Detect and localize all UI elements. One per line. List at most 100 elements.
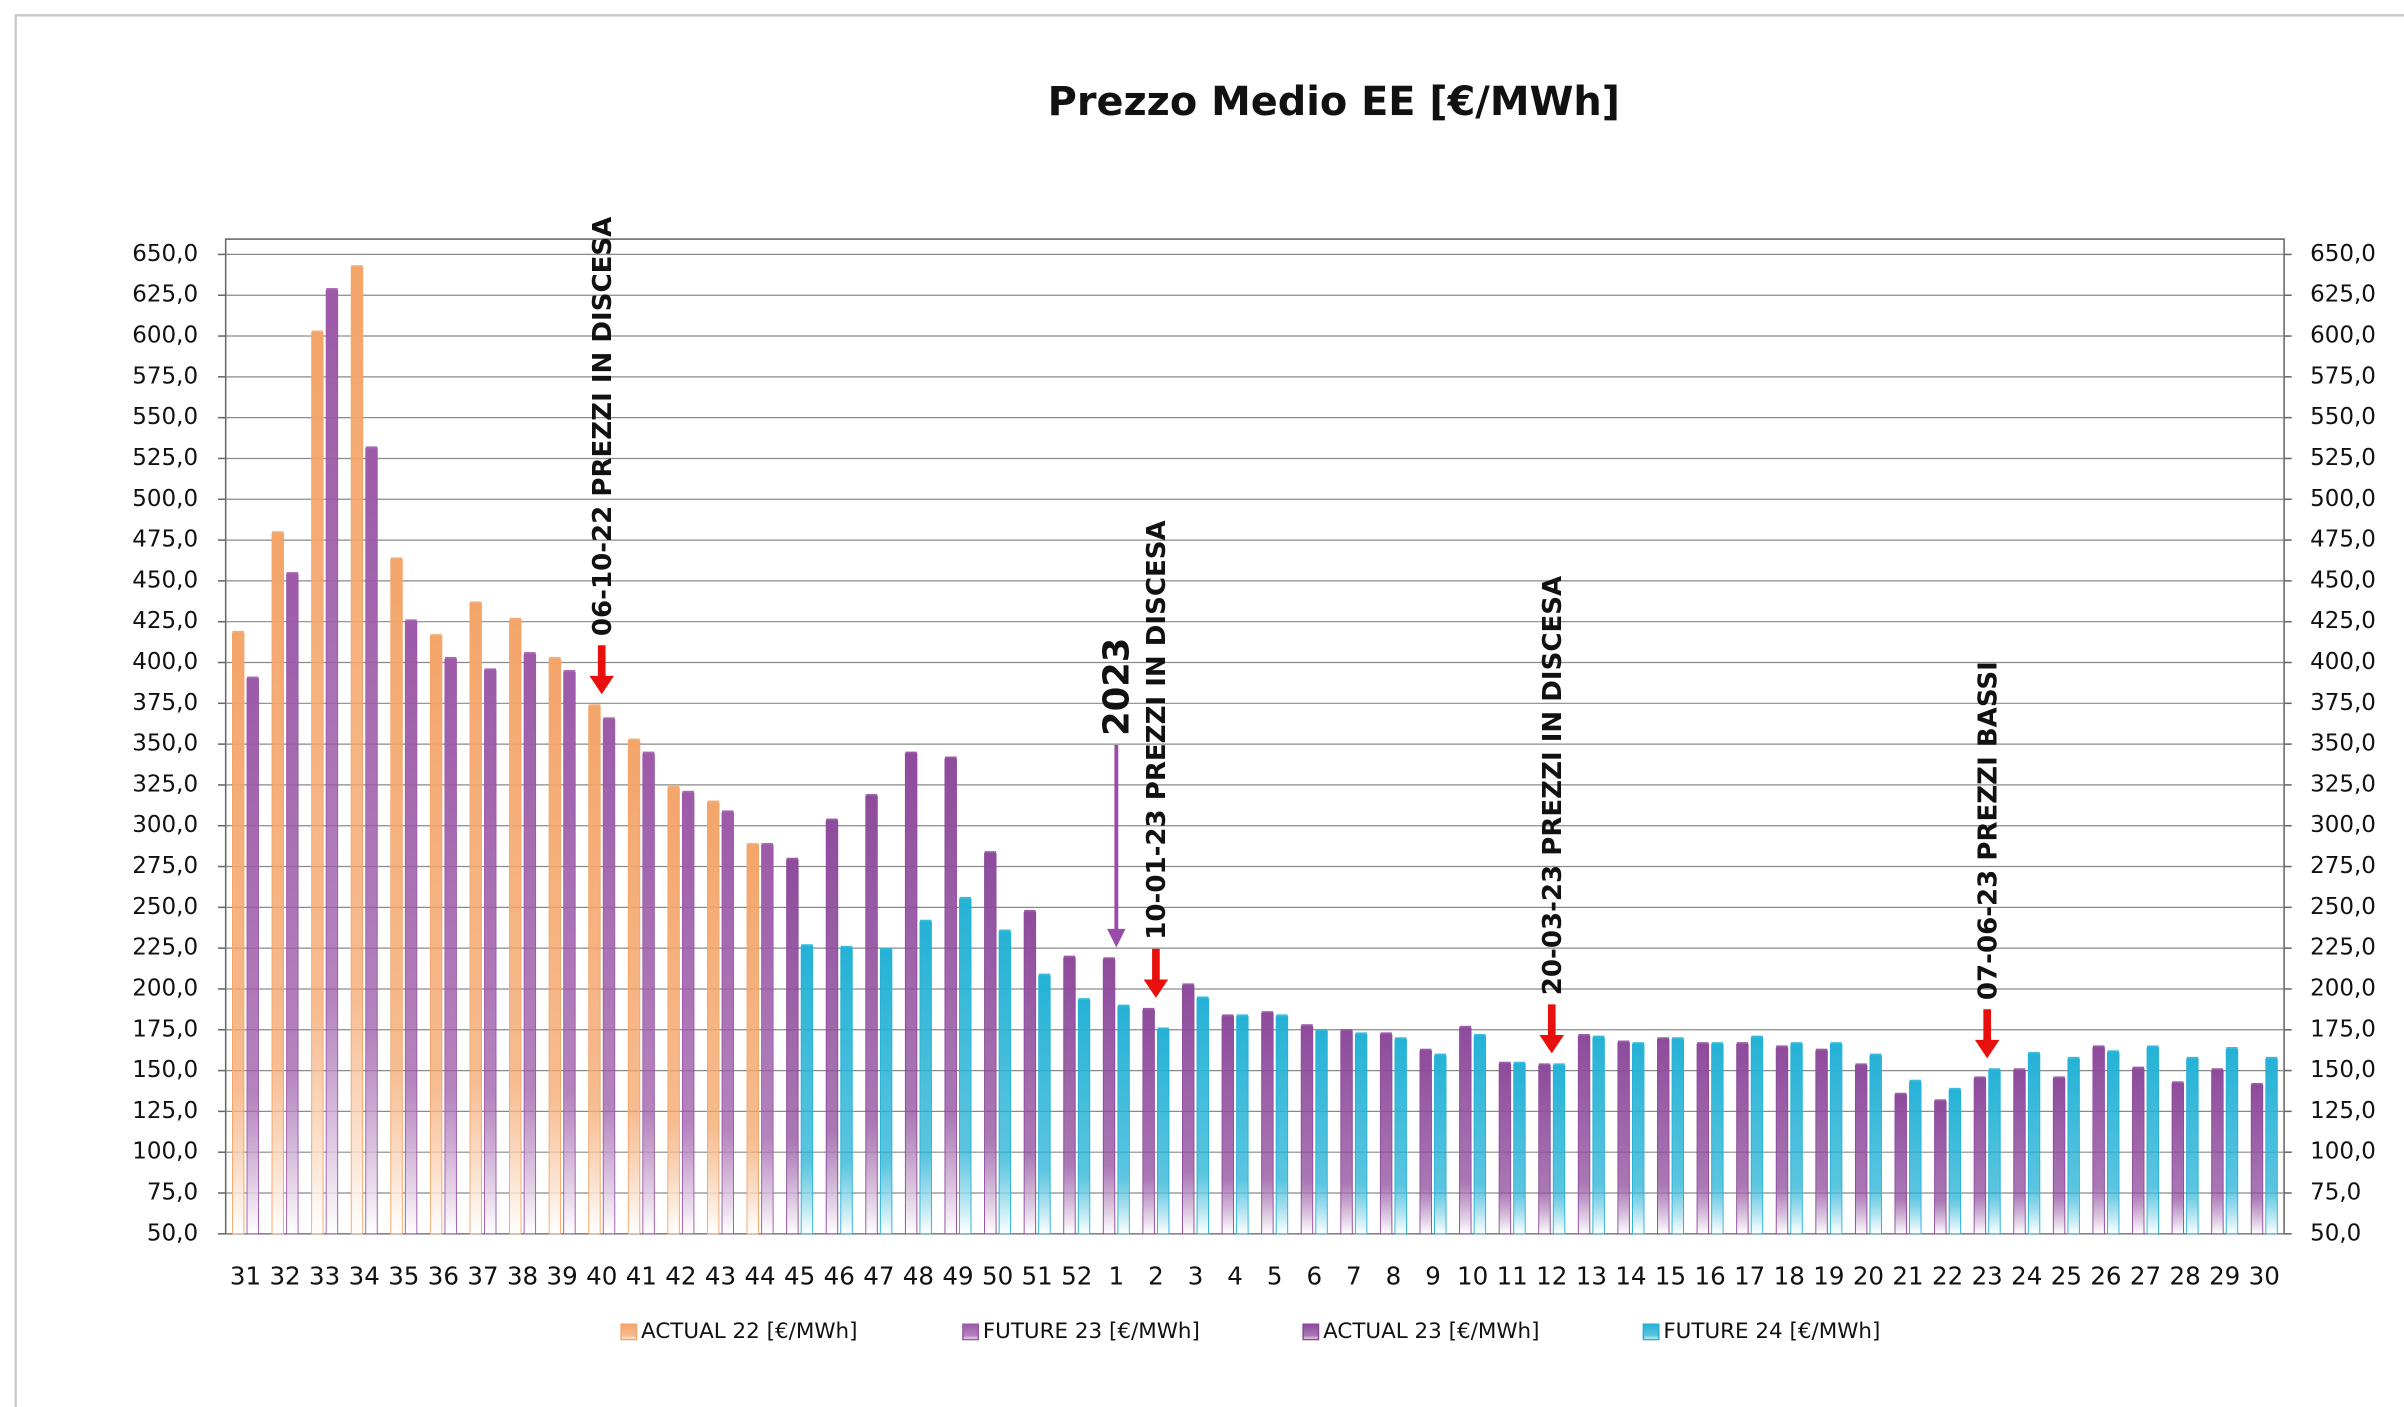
bar [1142,1009,1155,1235]
bar [2027,1053,2041,1235]
bar-cap [682,790,694,796]
bar-cap [1355,1032,1367,1037]
annotation-arrow-head [1107,928,1126,948]
y2-tick-label: 125,0 [2310,1098,2376,1124]
bar [1261,1012,1274,1235]
bar [1775,1047,1789,1235]
bar-cap [1261,1011,1274,1016]
bar [2052,1078,2066,1235]
legend-label: FUTURE 23 [€/MWh] [983,1319,1200,1344]
bar-cap [430,634,442,639]
bar-cap [1142,1007,1155,1013]
bar-cap [2067,1056,2080,1062]
bar [390,559,403,1235]
bar [1340,1030,1353,1235]
bar [1790,1044,1803,1235]
y-tick-label: 425,0 [132,608,198,634]
bar [588,706,601,1235]
bar [1948,1089,1962,1235]
bar-cap [326,288,338,293]
legend-label: ACTUAL 22 [€/MWh] [641,1319,857,1344]
bar [800,946,814,1235]
bar [286,573,299,1235]
bar-cap [509,617,522,623]
bar-cap [2132,1066,2144,1072]
annotation-arrow-head [1539,1035,1565,1054]
bar [1300,1026,1314,1235]
bar [879,949,893,1235]
legend-label: ACTUAL 23 [€/MWh] [1323,1319,1539,1344]
bar-cap [1617,1040,1630,1046]
bar [1671,1039,1685,1235]
bar-cap [2107,1050,2119,1055]
bar [2107,1052,2120,1235]
bar-cap [524,652,536,657]
bar-cap [722,810,734,815]
bar [1315,1030,1328,1235]
bar [469,603,482,1235]
bar-cap [603,717,615,722]
bar-cap [1578,1033,1590,1039]
bar-cap [1830,1042,1842,1047]
x-tick-label: 32 [269,1261,300,1290]
bar [2211,1070,2224,1235]
x-tick-label: 39 [547,1261,578,1290]
y2-tick-label: 475,0 [2310,527,2376,553]
x-tick-label: 21 [1892,1261,1923,1290]
bar-cap [999,929,1011,935]
bar-cap [286,572,299,577]
x-tick-label: 2 [1148,1261,1164,1290]
bar-cap [232,630,244,636]
bar-cap [1038,973,1051,979]
y-tick-label: 625,0 [132,282,198,308]
bar [311,332,324,1235]
y2-tick-label: 175,0 [2310,1016,2376,1042]
bar-cap [2265,1056,2278,1062]
bar [944,758,957,1235]
legend-swatch [962,1323,979,1341]
bar-cap [1434,1053,1447,1059]
y-tick-label: 200,0 [132,975,198,1001]
x-tick-label: 34 [349,1261,380,1290]
bar-cap [1632,1042,1644,1047]
y-tick-label: 225,0 [132,935,198,961]
y2-tick-label: 625,0 [2310,282,2376,308]
bar-cap [1855,1063,1867,1068]
x-tick-label: 29 [2209,1261,2240,1290]
y-tick-label: 400,0 [132,649,198,675]
bar-cap [1538,1063,1551,1068]
annotation: 10-01-23 PREZZI IN DISCESA [1142,519,1172,998]
x-tick-label: 43 [705,1261,736,1290]
bar [2013,1070,2026,1235]
x-tick-label: 38 [507,1261,538,1290]
x-tick-label: 51 [1022,1261,1053,1290]
x-tick-label: 17 [1734,1261,1765,1290]
x-tick-label: 24 [2011,1261,2042,1290]
bar-cap [484,668,497,673]
annotation-text: 06-10-22 PREZZI IN DISCESA [588,216,618,636]
bar-cap [840,945,853,951]
bar-cap [1103,957,1115,962]
x-tick-label: 49 [942,1261,973,1290]
y-tick-label: 325,0 [132,771,198,797]
y2-tick-label: 250,0 [2310,894,2376,920]
bar-cap [444,656,457,662]
y-tick-label: 650,0 [132,241,198,267]
bar [1196,998,1209,1235]
bar [365,448,378,1235]
bar [919,921,932,1235]
bar-cap [1697,1042,1709,1047]
bar [1552,1065,1566,1235]
y-tick-label: 125,0 [132,1098,198,1124]
y-tick-label: 300,0 [132,812,198,838]
x-tick-label: 15 [1655,1261,1686,1290]
bar-cap [1197,996,1209,1002]
bar-cap [1776,1045,1788,1051]
bar-cap [549,656,561,662]
bar-cap [642,751,655,757]
bar-cap [563,669,576,675]
bar [484,670,497,1235]
bar-cap [1078,998,1090,1003]
annotation-arrow-head [1143,979,1169,998]
